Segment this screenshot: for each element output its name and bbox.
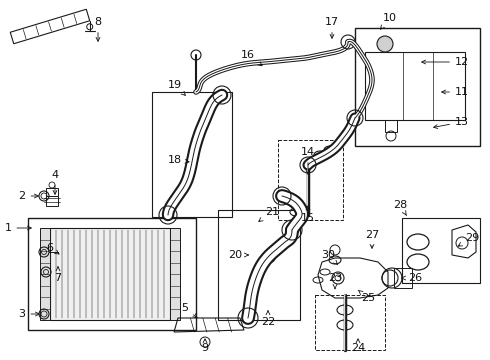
Bar (50, 228, 170, 320)
Text: 6: 6 (47, 243, 59, 254)
Bar (40, 228, 50, 320)
Text: 7: 7 (54, 267, 62, 283)
Text: 17: 17 (325, 17, 339, 38)
Text: 28: 28 (393, 200, 407, 215)
Text: 16: 16 (241, 50, 262, 66)
Bar (385, 120, 397, 132)
Text: 11: 11 (441, 87, 469, 97)
Text: 4: 4 (51, 170, 59, 194)
Bar (152, 92, 232, 217)
Text: 18: 18 (168, 155, 189, 165)
Text: 21: 21 (259, 207, 279, 221)
Text: 25: 25 (358, 290, 375, 303)
Text: 15: 15 (301, 206, 315, 223)
Bar (46, 196, 58, 206)
Text: 20: 20 (228, 250, 248, 260)
Bar (402, 218, 480, 283)
Text: 24: 24 (351, 339, 365, 353)
Text: 26: 26 (402, 273, 422, 283)
Bar (394, 268, 412, 288)
Text: 5: 5 (181, 303, 197, 318)
Bar (355, 28, 480, 146)
Bar (365, 52, 465, 120)
Text: 12: 12 (422, 57, 469, 67)
Bar (218, 210, 300, 320)
Text: 22: 22 (261, 311, 275, 327)
Bar (28, 218, 196, 330)
Text: 9: 9 (201, 339, 209, 353)
Bar (46, 188, 58, 196)
Text: 14: 14 (301, 147, 315, 174)
Bar (170, 228, 180, 320)
Text: 1: 1 (4, 223, 31, 233)
Text: 19: 19 (168, 80, 185, 95)
Bar (278, 140, 343, 220)
Text: 10: 10 (380, 13, 397, 29)
Text: 23: 23 (328, 273, 342, 289)
Text: 3: 3 (19, 309, 39, 319)
Text: 27: 27 (365, 230, 379, 248)
Text: 2: 2 (19, 191, 38, 201)
Text: 8: 8 (95, 17, 101, 41)
Bar (315, 295, 385, 350)
Text: 30: 30 (321, 250, 338, 265)
Text: 13: 13 (434, 117, 469, 129)
Text: 29: 29 (458, 233, 479, 246)
Circle shape (377, 36, 393, 52)
